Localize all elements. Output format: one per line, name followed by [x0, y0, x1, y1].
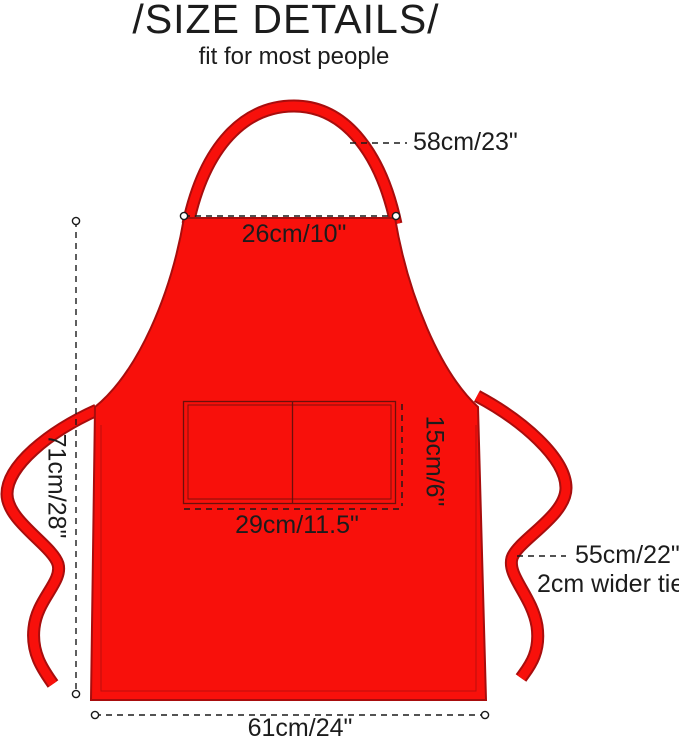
- page-title: /SIZE DETAILS/: [132, 0, 440, 42]
- apron-body: [89, 217, 488, 701]
- apron-seam: [100, 425, 477, 692]
- apron-pocket: [182, 400, 397, 505]
- bottom-width-measurement: 61cm/24": [247, 714, 353, 741]
- left-tie-shape: [0, 404, 100, 688]
- top-width-measurement: 26cm/10": [241, 220, 347, 248]
- waist-tie-measurement: 55cm/22": [575, 541, 679, 569]
- neck-strap-measurement: 58cm/23": [413, 128, 518, 156]
- pocket-height-measurement: 15cm/6": [420, 415, 449, 507]
- page-subtitle: fit for most people: [198, 43, 390, 70]
- measurement-endpoints: [71, 211, 490, 720]
- measurement-lines: [75, 142, 566, 716]
- pocket-width-measurement: 29cm/11.5": [235, 511, 359, 539]
- waist-tie-note: 2cm wider tie: [537, 570, 679, 598]
- right-tie-shape: [473, 390, 573, 682]
- neck-strap-shape: [181, 99, 403, 226]
- body-height-measurement: 71cm/28": [42, 433, 71, 539]
